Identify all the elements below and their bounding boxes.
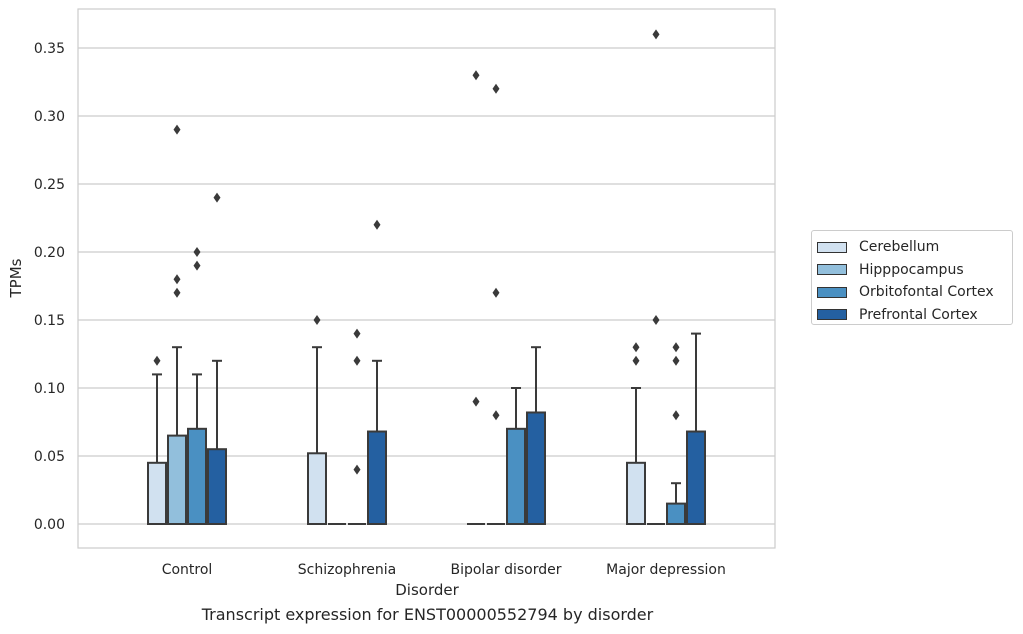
legend-label: Prefrontal Cortex <box>859 306 978 323</box>
legend-swatch <box>817 286 847 298</box>
outlier-point <box>193 247 201 257</box>
x-axis-label: Disorder <box>395 581 459 599</box>
box <box>147 461 167 525</box>
chart-caption: Transcript expression for ENST0000055279… <box>201 605 654 624</box>
legend-item: Prefrontal Cortex <box>817 304 1012 327</box>
outlier-point <box>353 464 361 475</box>
y-tick-label: 0.10 <box>34 381 65 397</box>
box <box>666 502 686 526</box>
y-tick-label: 0.20 <box>34 245 65 261</box>
outlier-point <box>153 355 161 366</box>
outlier-point <box>672 342 680 353</box>
plot-area-frame <box>77 8 776 549</box>
box <box>506 427 526 525</box>
outlier-point <box>472 70 480 81</box>
outlier-point <box>492 287 500 298</box>
box <box>207 448 227 526</box>
outlier-point <box>373 219 381 230</box>
outlier-point <box>173 274 181 285</box>
outlier-point <box>632 342 640 353</box>
x-axis-ticks: Control Schizophrenia Bipolar disorder Majo… <box>162 562 726 578</box>
x-tick-label: Major depression <box>606 562 726 578</box>
legend-swatch <box>817 264 847 276</box>
outlier-point <box>652 315 660 325</box>
outlier-point <box>492 410 500 421</box>
y-tick-label: 0.00 <box>34 517 65 533</box>
legend-swatch <box>817 241 847 253</box>
chart-legend: Cerebellum Hipppocampus Orbitofontal Corte… <box>811 230 1013 325</box>
x-tick-label: Schizophrenia <box>298 562 396 578</box>
x-tick-label: Control <box>162 562 213 578</box>
box <box>526 411 546 526</box>
outlier-point <box>492 83 500 94</box>
y-tick-label: 0.05 <box>34 449 65 465</box>
outlier-point <box>213 192 221 203</box>
outlier-point <box>672 355 680 366</box>
legend-label: Hipppocampus <box>859 261 964 278</box>
box <box>167 434 187 526</box>
outlier-point <box>672 410 680 421</box>
y-axis-ticks: 0.00 0.05 0.10 0.15 0.20 0.25 0.30 0.35 <box>34 41 65 533</box>
outlier-point <box>353 355 361 366</box>
legend-item: Hipppocampus <box>817 259 1012 282</box>
outlier-point <box>193 260 201 271</box>
legend-label: Orbitofontal Cortex <box>859 284 994 301</box>
y-tick-label: 0.15 <box>34 313 65 329</box>
legend-item: Cerebellum <box>817 236 1012 259</box>
box <box>187 427 207 525</box>
box <box>367 430 387 525</box>
legend-swatch <box>817 309 847 321</box>
x-tick-label: Bipolar disorder <box>450 562 561 578</box>
y-tick-label: 0.35 <box>34 41 65 57</box>
y-tick-label: 0.25 <box>34 177 65 193</box>
outlier-point <box>632 355 640 366</box>
box <box>626 461 646 525</box>
outlier-point <box>173 287 181 298</box>
box <box>686 430 706 525</box>
outlier-point <box>173 124 181 135</box>
outlier-point <box>472 396 480 407</box>
legend-item: Orbitofontal Cortex <box>817 281 1012 304</box>
outlier-point <box>313 315 321 325</box>
y-axis-label: TPMs <box>7 258 25 298</box>
y-tick-label: 0.30 <box>34 109 65 125</box>
box-plot-marks <box>147 29 706 526</box>
box <box>307 452 327 525</box>
legend-label: Cerebellum <box>859 239 940 256</box>
outlier-point <box>353 328 361 339</box>
outlier-point <box>652 29 660 40</box>
